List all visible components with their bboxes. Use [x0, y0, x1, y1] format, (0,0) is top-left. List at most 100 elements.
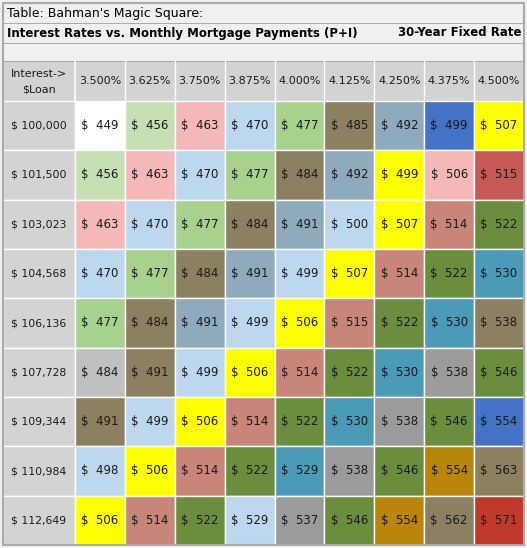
Bar	[75, 298, 125, 347]
Bar	[175, 298, 225, 347]
Bar	[3, 3, 524, 23]
Bar	[325, 397, 374, 446]
Text: $  506: $ 506	[231, 366, 268, 379]
Bar	[75, 496, 125, 545]
Text: $  538: $ 538	[481, 317, 518, 329]
Text: $  463: $ 463	[181, 119, 218, 132]
Bar	[474, 446, 524, 496]
Text: $  506: $ 506	[81, 514, 119, 527]
Text: $  470: $ 470	[181, 168, 218, 181]
Bar	[374, 199, 424, 249]
Bar	[3, 347, 75, 397]
Bar	[75, 347, 125, 397]
Bar	[75, 101, 125, 150]
Text: $  562: $ 562	[431, 514, 468, 527]
Bar	[125, 298, 175, 347]
Bar	[125, 150, 175, 199]
Text: $  470: $ 470	[231, 119, 268, 132]
Text: $  515: $ 515	[331, 317, 368, 329]
Bar	[424, 496, 474, 545]
Text: $  530: $ 530	[331, 415, 368, 428]
Bar	[175, 496, 225, 545]
Text: $  484: $ 484	[281, 168, 318, 181]
Bar	[3, 298, 75, 347]
Bar	[175, 249, 225, 298]
Text: 4.000%: 4.000%	[278, 76, 321, 86]
Bar	[225, 298, 275, 347]
Bar	[474, 249, 524, 298]
Text: $  530: $ 530	[380, 366, 418, 379]
Bar	[225, 397, 275, 446]
Bar	[474, 347, 524, 397]
Text: $  491: $ 491	[181, 317, 219, 329]
Text: $  529: $ 529	[281, 465, 318, 477]
Text: $  537: $ 537	[281, 514, 318, 527]
Bar	[325, 199, 374, 249]
Text: $  491: $ 491	[281, 218, 318, 231]
Text: $  507: $ 507	[331, 267, 368, 280]
Bar	[125, 249, 175, 298]
Text: 4.500%: 4.500%	[478, 76, 520, 86]
Text: $  499: $ 499	[181, 366, 219, 379]
Text: $  491: $ 491	[231, 267, 268, 280]
Bar	[424, 347, 474, 397]
Bar	[374, 397, 424, 446]
Text: $  499: $ 499	[281, 267, 318, 280]
Text: $ 104,568: $ 104,568	[12, 269, 66, 279]
Text: $Loan: $Loan	[22, 85, 56, 95]
Bar	[374, 347, 424, 397]
Bar	[125, 446, 175, 496]
Bar	[474, 101, 524, 150]
Text: $  514: $ 514	[431, 218, 468, 231]
Bar	[325, 347, 374, 397]
Text: $  499: $ 499	[380, 168, 418, 181]
Text: $  530: $ 530	[481, 267, 518, 280]
Text: $  492: $ 492	[330, 168, 368, 181]
Text: $  484: $ 484	[231, 218, 268, 231]
Text: $  522: $ 522	[380, 317, 418, 329]
Bar	[175, 397, 225, 446]
Text: $  530: $ 530	[431, 317, 468, 329]
Text: $  449: $ 449	[81, 119, 119, 132]
Bar	[424, 101, 474, 150]
Text: $  477: $ 477	[81, 317, 119, 329]
Bar	[125, 347, 175, 397]
Bar	[275, 496, 325, 545]
Text: $  491: $ 491	[81, 415, 119, 428]
Bar	[225, 101, 275, 150]
Text: $  492: $ 492	[380, 119, 418, 132]
Text: 4.250%: 4.250%	[378, 76, 421, 86]
Text: $  499: $ 499	[431, 119, 468, 132]
Text: $  538: $ 538	[431, 366, 468, 379]
Text: $  514: $ 514	[281, 366, 318, 379]
Bar	[424, 446, 474, 496]
Bar	[374, 496, 424, 545]
Text: $ 112,649: $ 112,649	[12, 515, 66, 526]
Bar	[424, 397, 474, 446]
Bar	[175, 101, 225, 150]
Bar	[125, 199, 175, 249]
Bar	[424, 150, 474, 199]
Bar	[424, 298, 474, 347]
Bar	[325, 446, 374, 496]
Text: $  484: $ 484	[81, 366, 119, 379]
Text: $  456: $ 456	[81, 168, 119, 181]
Bar	[175, 446, 225, 496]
Text: 3.750%: 3.750%	[179, 76, 221, 86]
Text: $  499: $ 499	[131, 415, 169, 428]
Text: $ 107,728: $ 107,728	[12, 367, 66, 378]
Text: $  563: $ 563	[481, 465, 518, 477]
Bar	[75, 397, 125, 446]
Bar	[325, 249, 374, 298]
Text: $  491: $ 491	[131, 366, 169, 379]
Bar	[325, 101, 374, 150]
Text: $  515: $ 515	[481, 168, 518, 181]
Bar	[474, 199, 524, 249]
Text: 4.125%: 4.125%	[328, 76, 370, 86]
Text: $  522: $ 522	[231, 465, 268, 477]
Bar	[374, 298, 424, 347]
Bar	[175, 199, 225, 249]
Bar	[3, 397, 75, 446]
Bar	[125, 496, 175, 545]
Text: $  514: $ 514	[181, 465, 218, 477]
